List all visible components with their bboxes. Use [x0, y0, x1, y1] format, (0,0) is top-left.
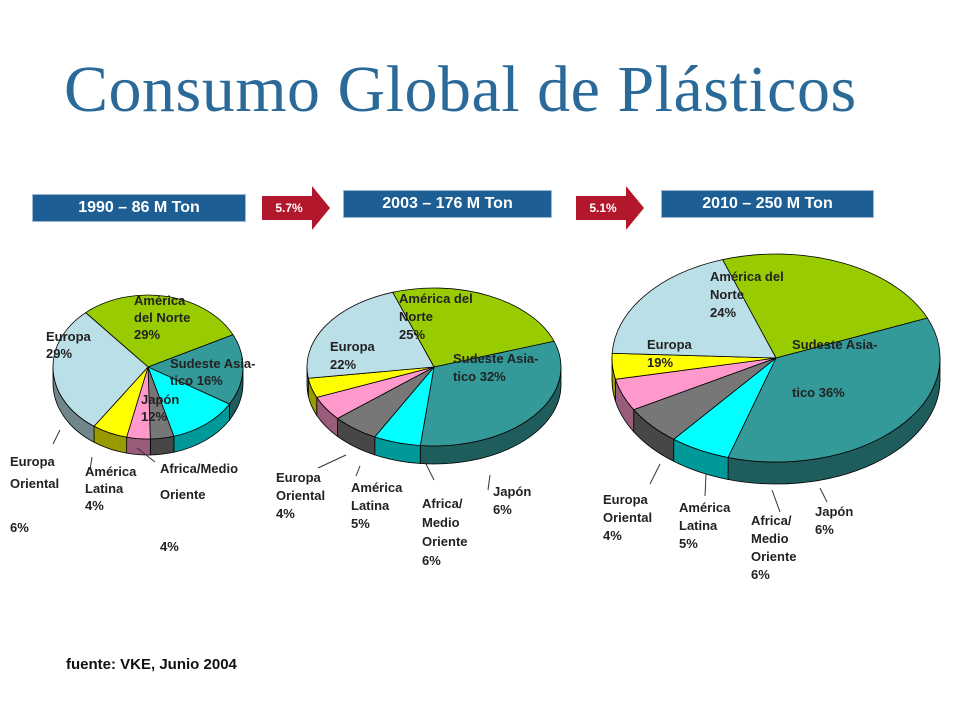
pie-slice-sudeste-asia-tico	[146, 334, 244, 405]
pie-side-japon	[673, 438, 729, 480]
slice-label-sudeste-asia-tico: Sudeste Asia-tico 36%	[792, 337, 878, 400]
pie-slice-africa-medio-oriente	[336, 366, 435, 438]
slice-label-africa-medio-oriente: Africa/Medio Oriente 6%	[422, 496, 468, 568]
pie-side-sudeste-asia-tico	[229, 366, 244, 422]
pie-slice-europa	[306, 291, 435, 379]
leader-line-europa-oriental	[649, 463, 661, 485]
slice-label-japon: Japón 12%	[141, 392, 179, 424]
slice-label-america-del-norte: América del Norte 29%	[134, 293, 190, 342]
slice-label-sudeste-asia-tico: Sudeste Asia-tico 32%	[453, 351, 539, 384]
growth-arrow-1: 5.7%	[262, 186, 330, 230]
pie-side-sudeste-asia-tico	[727, 357, 941, 485]
pie-slice-america-del-norte	[392, 287, 555, 368]
arrow-right-icon	[576, 186, 644, 230]
growth-rate-1: 5.7%	[275, 201, 303, 215]
pie-side-africa-medio-oriente	[337, 417, 376, 456]
slice-label-europa-oriental: Europa Oriental 4%	[276, 470, 325, 521]
slice-label-europa-oriental: Europa Oriental 4%	[603, 492, 652, 543]
pie-chart-1: América del Norte 25% Sudeste Asia-tico 32%…	[276, 287, 562, 568]
pie-slice-america-latina	[614, 357, 777, 411]
leader-line-africa-medio-oriente	[136, 447, 156, 463]
leader-line-europa-oriental	[52, 429, 61, 445]
pie-side-europa-oriental	[611, 357, 616, 402]
pie-side-america-latina	[316, 396, 338, 438]
pie-side-america-latina	[615, 379, 635, 433]
pie-slice-japon	[672, 357, 777, 458]
slice-label-japon: Japón 6%	[493, 484, 531, 517]
page-title: Consumo Global de Plásticos	[64, 53, 857, 126]
slice-label-america-del-norte: América del Norte 24%	[710, 269, 784, 320]
leader-line-japon	[487, 474, 491, 491]
pie-slice-japon	[374, 365, 435, 446]
pie-slice-sudeste-asia-tico	[419, 340, 562, 447]
pie-slice-europa-oriental	[611, 352, 777, 380]
leader-line-europa-oriental	[317, 454, 347, 469]
leader-line-america-latina	[355, 465, 361, 477]
slice-label-america-latina: América Latina 5%	[351, 480, 403, 531]
pie-side-europa	[52, 366, 95, 443]
pie-slice-america-latina	[316, 366, 435, 419]
header-2010: 2010 – 250 M Ton	[661, 190, 874, 218]
pie-slice-europa-oriental	[307, 366, 435, 398]
slice-label-japon: Japón 6%	[815, 504, 853, 537]
pie-slice-japon	[147, 366, 231, 437]
slice-label-europa: Europa 29%	[46, 329, 92, 361]
pie-side-africa-medio-oriente	[633, 408, 675, 462]
leader-line-africa-medio-oriente	[771, 489, 781, 513]
slice-label-america-latina: América Latina 5%	[679, 500, 731, 551]
pie-slice-africa-medio-oriente	[147, 366, 175, 440]
slice-label-europa: Europa 19%	[647, 337, 693, 370]
pie-side-japon	[173, 402, 230, 453]
pie-slice-africa-medio-oriente	[632, 357, 777, 440]
growth-arrow-2: 5.1%	[576, 186, 644, 230]
growth-rate-2: 5.1%	[589, 201, 617, 215]
pie-slice-europa	[611, 259, 777, 359]
pie-slice-europa	[52, 312, 149, 427]
pie-side-europa-oriental	[93, 425, 128, 454]
slice-label-europa: Europa 22%	[330, 339, 376, 372]
slice-label-sudeste-asia-tico: Sudeste Asia-tico 16%	[170, 356, 256, 388]
pie-side-japon	[374, 436, 421, 464]
leader-line-japon	[819, 487, 828, 503]
slice-label-america-del-norte: América del Norte 25%	[399, 291, 473, 342]
leader-line-america-latina	[704, 473, 707, 497]
leader-line-america-latina	[89, 456, 93, 471]
pie-slice-america-del-norte	[722, 253, 929, 359]
pie-side-europa-oriental	[307, 378, 318, 417]
pie-slice-europa-oriental	[93, 366, 149, 438]
pie-chart-0: América del Norte 29% Sudeste Asia-tico 16%…	[10, 293, 256, 554]
slice-label-america-latina: América Latina 4%	[85, 464, 137, 513]
pie-slice-america-del-norte	[85, 294, 234, 368]
source-note: fuente: VKE, Junio 2004	[66, 656, 237, 673]
slice-label-africa-medio-oriente: Africa/Medio Oriente 4%	[160, 461, 238, 554]
arrow-right-icon	[262, 186, 330, 230]
header-2003: 2003 – 176 M Ton	[343, 190, 552, 218]
pie-side-europa	[306, 366, 309, 397]
pie-slice-america-latina	[126, 366, 151, 440]
slice-label-europa-oriental: Europa Oriental 6%	[10, 454, 59, 535]
pie-side-sudeste-asia-tico	[419, 366, 562, 465]
slice-label-africa-medio-oriente: Africa/Medio Oriente 6%	[751, 513, 797, 582]
header-1990: 1990 – 86 M Ton	[32, 194, 246, 222]
pie-side-africa-medio-oriente	[149, 435, 175, 456]
leader-line-africa-medio-oriente	[424, 461, 435, 481]
pie-slice-sudeste-asia-tico	[727, 317, 941, 463]
pie-chart-2: América del Norte 24%Sudeste Asia-tico 36%…	[603, 253, 941, 582]
pie-side-america-latina	[126, 436, 151, 456]
